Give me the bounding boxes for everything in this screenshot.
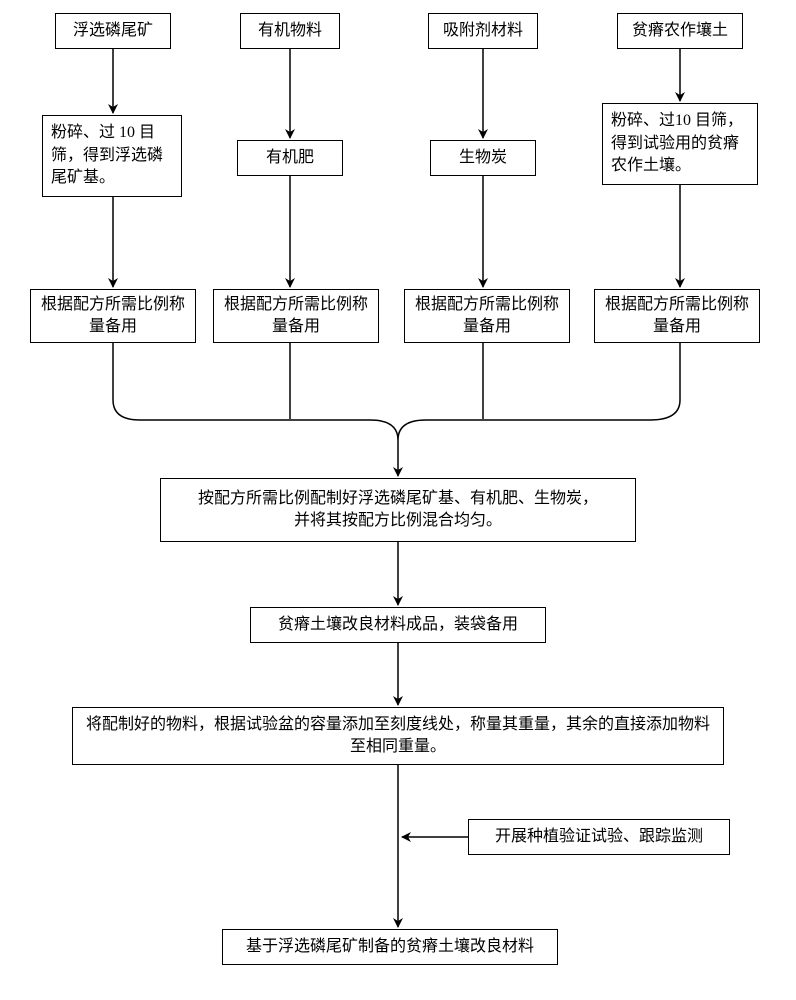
- node-input-3: 吸附剂材料: [428, 13, 538, 49]
- node-label: 基于浮选磷尾矿制备的贫瘠土壤改良材料: [246, 936, 534, 958]
- node-label: 根据配方所需比例称量备用: [39, 294, 187, 339]
- node-verify: 开展种植验证试验、跟踪监测: [468, 819, 730, 855]
- node-label: 根据配方所需比例称量备用: [222, 294, 370, 339]
- node-label: 浮选磷尾矿: [73, 20, 153, 42]
- node-process-4: 粉碎、过10 目筛，得到试验用的贫瘠农作土壤。: [602, 103, 758, 185]
- node-label: 粉碎、过 10 目筛，得到浮选磷尾矿基。: [51, 122, 173, 189]
- node-label: 根据配方所需比例称量备用: [413, 294, 561, 339]
- node-label: 生物炭: [459, 147, 507, 169]
- node-label: 贫瘠农作壤土: [632, 20, 728, 42]
- node-label: 按配方所需比例配制好浮选磷尾矿基、有机肥、生物炭， 并将其按配方比例混合均匀。: [198, 488, 598, 533]
- node-label: 有机肥: [266, 147, 314, 169]
- node-label: 贫瘠土壤改良材料成品，装袋备用: [278, 614, 518, 636]
- node-process-3: 生物炭: [430, 140, 536, 176]
- node-product: 贫瘠土壤改良材料成品，装袋备用: [250, 607, 546, 643]
- node-mix: 按配方所需比例配制好浮选磷尾矿基、有机肥、生物炭， 并将其按配方比例混合均匀。: [160, 478, 636, 542]
- node-input-4: 贫瘠农作壤土: [617, 13, 743, 49]
- node-label: 将配制好的物料，根据试验盆的容量添加至刻度线处，称量其重量，其余的直接添加物料至…: [81, 714, 715, 759]
- node-label: 开展种植验证试验、跟踪监测: [495, 826, 703, 848]
- node-process-2: 有机肥: [237, 140, 343, 176]
- node-weigh-3: 根据配方所需比例称量备用: [404, 289, 570, 343]
- node-label: 吸附剂材料: [443, 20, 523, 42]
- node-weigh-1: 根据配方所需比例称量备用: [30, 289, 196, 343]
- node-input-2: 有机物料: [240, 13, 340, 49]
- node-weigh-4: 根据配方所需比例称量备用: [594, 289, 760, 343]
- node-potfill: 将配制好的物料，根据试验盆的容量添加至刻度线处，称量其重量，其余的直接添加物料至…: [72, 707, 724, 765]
- node-input-1: 浮选磷尾矿: [55, 13, 171, 49]
- node-label: 粉碎、过10 目筛，得到试验用的贫瘠农作土壤。: [611, 110, 749, 177]
- node-label: 根据配方所需比例称量备用: [603, 294, 751, 339]
- node-final: 基于浮选磷尾矿制备的贫瘠土壤改良材料: [222, 929, 558, 965]
- node-label: 有机物料: [258, 20, 322, 42]
- node-weigh-2: 根据配方所需比例称量备用: [213, 289, 379, 343]
- node-process-1: 粉碎、过 10 目筛，得到浮选磷尾矿基。: [42, 115, 182, 197]
